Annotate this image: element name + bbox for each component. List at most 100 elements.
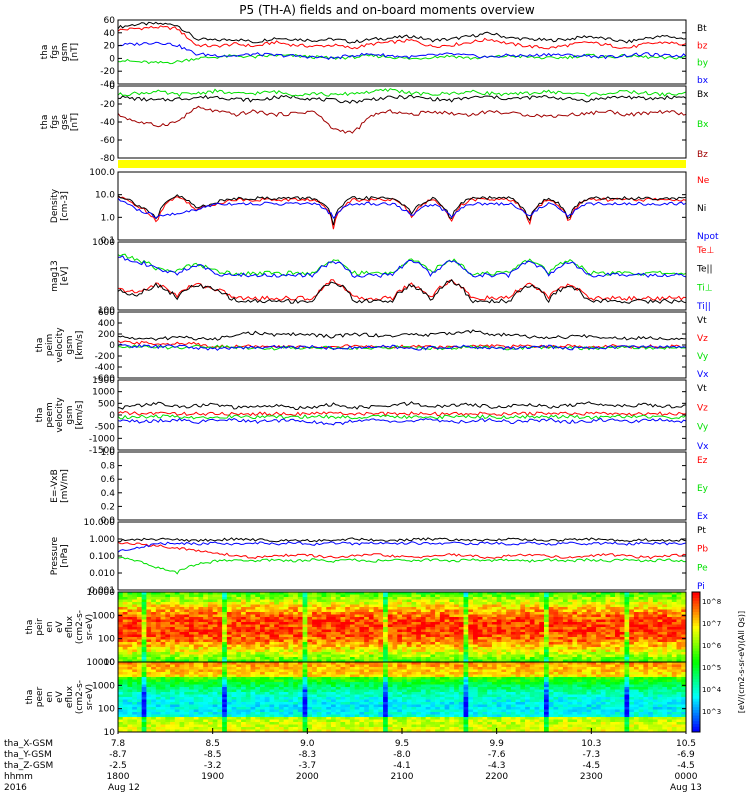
spectrogram-cell	[662, 614, 668, 618]
spectrogram-cell	[477, 592, 483, 595]
spectrogram-cell	[127, 639, 133, 643]
spectrogram-cell	[600, 649, 606, 653]
spectrogram-cell	[222, 694, 228, 698]
spectrogram-cell	[487, 597, 493, 600]
spectrogram-cell	[198, 602, 204, 605]
spectrogram-cell	[416, 654, 422, 658]
spectrogram-cell	[170, 629, 176, 633]
spectrogram-cell	[170, 617, 176, 620]
spectrogram-cell	[255, 649, 261, 653]
spectrogram-cell	[179, 699, 185, 703]
spectrogram-cell	[506, 607, 512, 610]
spectrogram-cell	[562, 617, 568, 620]
spectrogram-cell	[321, 717, 327, 720]
spectrogram-cell	[293, 719, 299, 723]
spectrogram-cell	[558, 654, 564, 658]
spectrogram-cell	[529, 639, 535, 643]
spectrogram-cell	[146, 674, 152, 678]
spectrogram-cell	[491, 654, 497, 658]
spectrogram-cell	[293, 729, 299, 733]
spectrogram-cell	[226, 612, 232, 615]
spectrogram-cell	[482, 607, 488, 610]
spectrogram-cell	[454, 649, 460, 653]
spectrogram-cell	[435, 599, 441, 603]
spectrogram-cell	[506, 644, 512, 648]
spectrogram-cell	[411, 622, 417, 625]
spectrogram-cell	[307, 619, 313, 623]
spectrogram-cell	[506, 652, 512, 655]
spectrogram-cell	[236, 597, 242, 600]
spectrogram-cell	[619, 637, 625, 640]
spectrogram-cell	[250, 707, 256, 710]
spectrogram-cell	[302, 682, 308, 685]
spectrogram-cell	[288, 629, 294, 633]
spectrogram-cell	[174, 687, 180, 690]
spectrogram-cell	[581, 612, 587, 615]
spectrogram-cell	[335, 704, 341, 708]
spectrogram-cell	[548, 607, 554, 610]
spectrogram-cell	[629, 634, 635, 638]
spectrogram-cell	[136, 689, 142, 693]
spectrogram-cell	[383, 597, 389, 600]
spectrogram-cell	[278, 642, 284, 645]
spectrogram-cell	[331, 624, 337, 628]
spectrogram-cell	[652, 644, 658, 648]
spectrogram-cell	[198, 599, 204, 603]
spectrogram-cell	[118, 597, 124, 600]
spectrogram-cell	[619, 642, 625, 645]
spectrogram-cell	[591, 627, 597, 630]
spectrogram-cell	[525, 592, 531, 595]
spectrogram-cell	[652, 599, 658, 603]
spectrogram-cell	[652, 597, 658, 600]
y-tick-label: 0.8	[101, 462, 116, 472]
spectrogram-cell	[406, 654, 412, 658]
spectrogram-cell	[155, 684, 161, 688]
spectrogram-cell	[345, 709, 351, 713]
spectrogram-cell	[420, 642, 426, 645]
spectrogram-cell	[368, 642, 374, 645]
spectrogram-cell	[525, 654, 531, 658]
spectrogram-cell	[652, 642, 658, 645]
spectrogram-cell	[681, 607, 687, 610]
spectrogram-cell	[151, 652, 157, 655]
spectrogram-cell	[430, 597, 436, 600]
spectrogram-cell	[643, 614, 649, 618]
spectrogram-cell	[681, 654, 687, 658]
spectrogram-cell	[288, 672, 294, 675]
spectrogram-cell	[515, 597, 521, 600]
spectrogram-cell	[307, 704, 313, 708]
spectrogram-cell	[548, 619, 554, 623]
spectrogram-cell	[198, 682, 204, 685]
spectrogram-cell	[667, 649, 673, 653]
spectrogram-cell	[302, 619, 308, 623]
spectrogram-cell	[207, 607, 213, 610]
spectrogram-cell	[643, 649, 649, 653]
spectrogram-cell	[406, 652, 412, 655]
spectrogram-cell	[241, 659, 247, 663]
spectrogram-cell	[269, 649, 275, 653]
spectrogram-cell	[269, 602, 275, 605]
spectrogram-cell	[245, 719, 251, 723]
spectrogram-cell	[473, 647, 479, 650]
spectrogram-cell	[449, 642, 455, 645]
spectrogram-cell	[331, 669, 337, 673]
spectrogram-cell	[165, 714, 171, 718]
spectrogram-cell	[132, 597, 138, 600]
spectrogram-cell	[198, 634, 204, 638]
spectrogram-cell	[302, 707, 308, 710]
spectrogram-cell	[189, 629, 195, 633]
spectrogram-cell	[558, 644, 564, 648]
spectrogram-cell	[260, 664, 266, 668]
spectrogram-cell	[255, 654, 261, 658]
spectrogram-cell	[515, 604, 521, 608]
spectrogram-cell	[146, 709, 152, 713]
spectrogram-cell	[241, 664, 247, 668]
spectrogram-cell	[525, 649, 531, 653]
spectrogram-cell	[212, 592, 218, 595]
spectrogram-cell	[141, 722, 147, 725]
spectrogram-cell	[520, 637, 526, 640]
spectrogram-cell	[283, 727, 289, 730]
spectrogram-cell	[203, 592, 209, 595]
spectrogram-cell	[345, 677, 351, 680]
spectrogram-cell	[529, 632, 535, 635]
